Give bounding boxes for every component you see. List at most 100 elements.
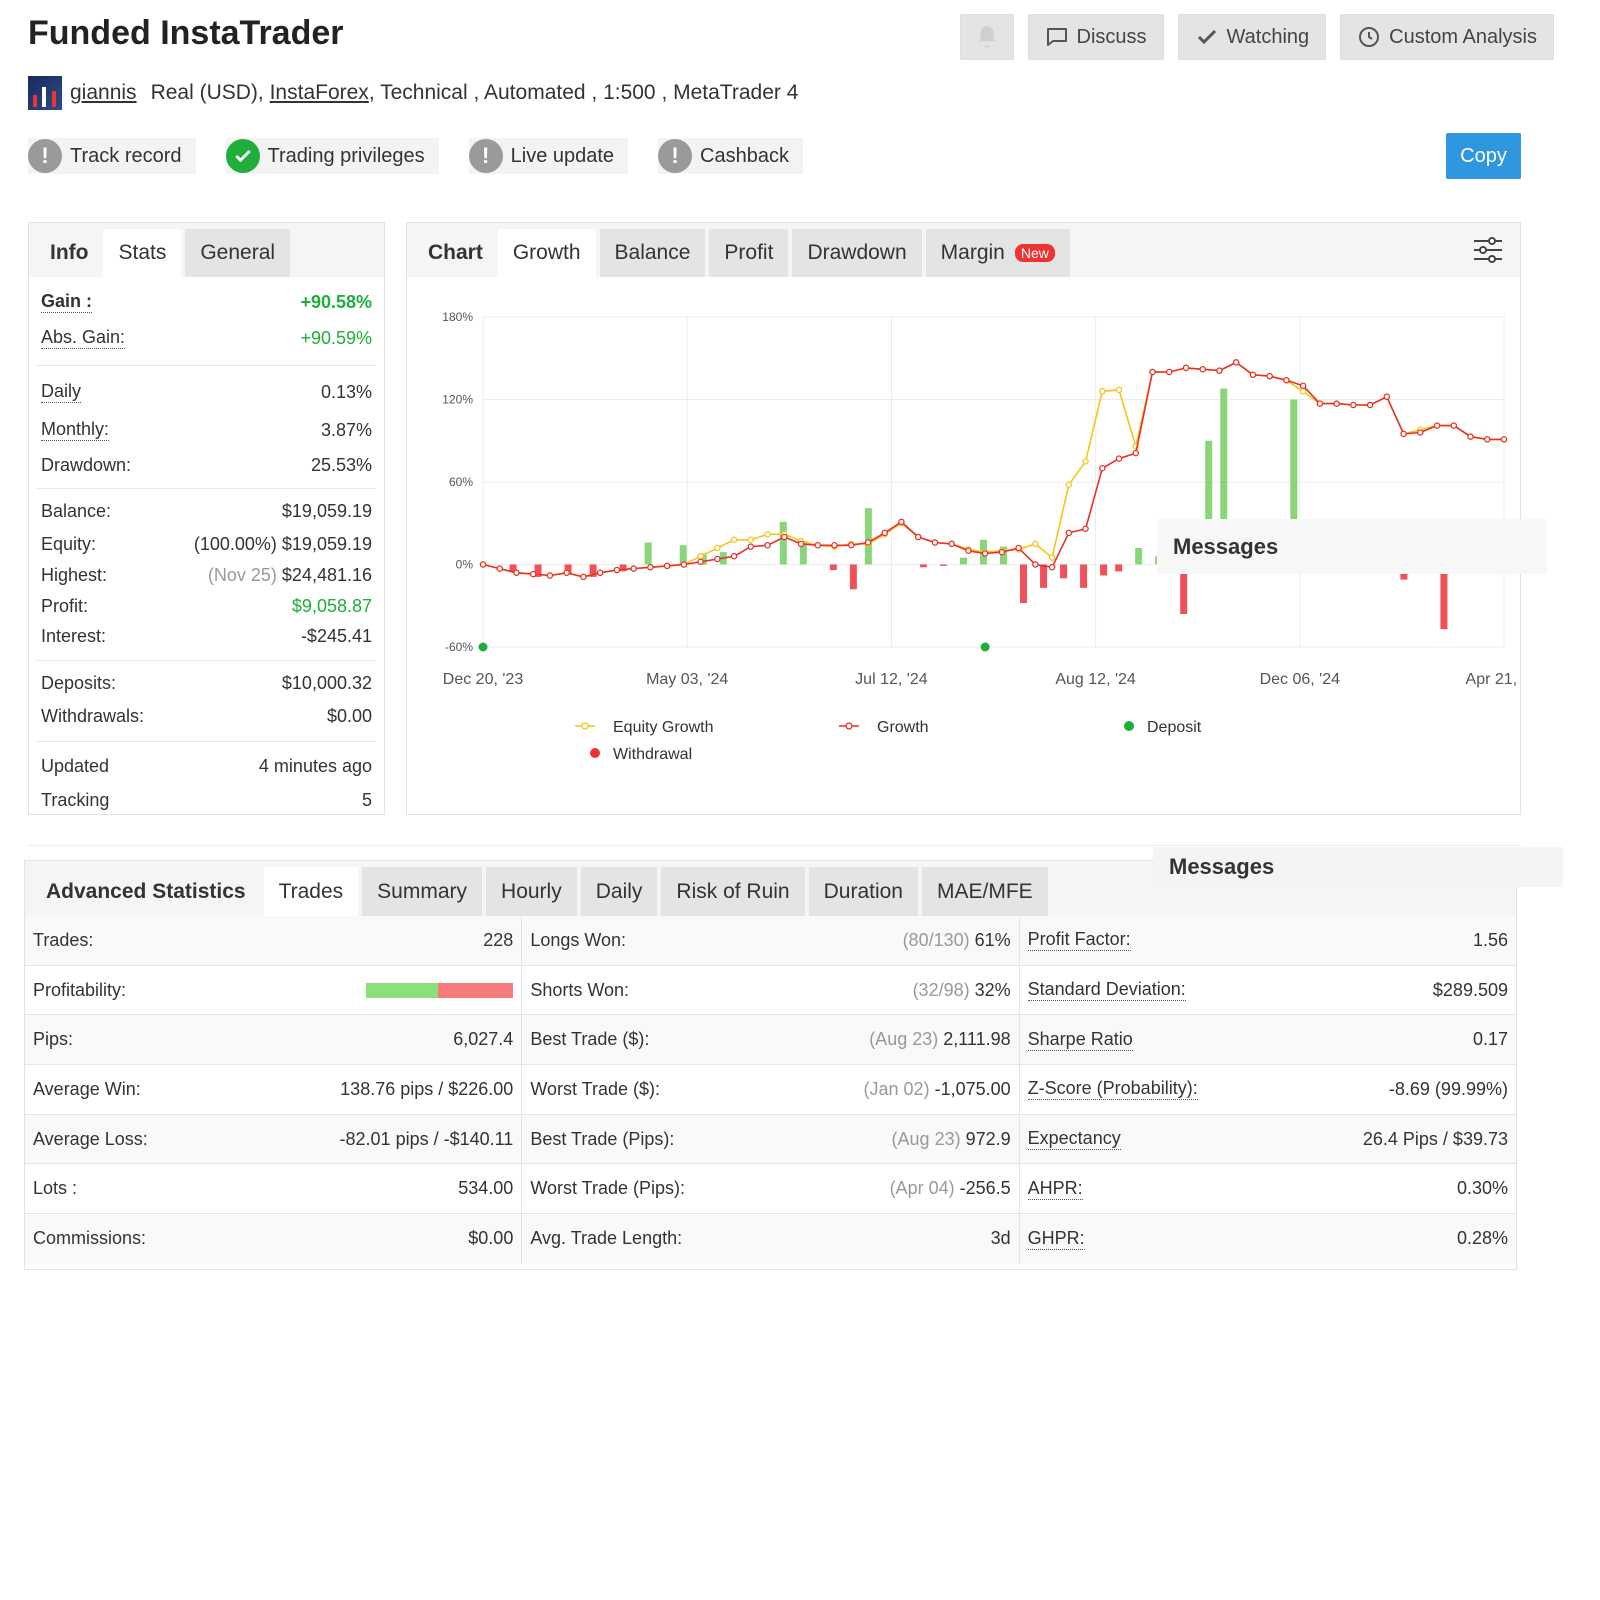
equity-growth-point (1032, 540, 1039, 548)
tab-daily[interactable]: Daily (580, 867, 658, 916)
tab-chart[interactable]: Chart (428, 241, 483, 264)
stat-label[interactable]: AHPR: (1027, 1177, 1083, 1200)
growth-point (914, 533, 922, 541)
stat-row: Average Loss: -82.01 pips / -$140.11 (25, 1114, 522, 1165)
balance-value: $19,059.19 (281, 500, 372, 521)
stat-value-group: -8.69 (99.99%) (1389, 1079, 1508, 1100)
loss-bar (1180, 564, 1188, 614)
tab-summary[interactable]: Summary (362, 867, 483, 916)
tab-hourly[interactable]: Hourly (486, 867, 577, 916)
stat-label[interactable]: Sharpe Ratio (1027, 1028, 1133, 1051)
notification-button[interactable] (959, 14, 1014, 60)
status-badges: ! Track record Trading privileges ! Live… (28, 138, 803, 174)
drawdown-label: Drawdown: (41, 454, 132, 475)
stat-label[interactable]: Expectancy (1027, 1128, 1121, 1151)
badge-track-record[interactable]: ! Track record (28, 138, 196, 174)
abs-gain-label[interactable]: Abs. Gain: (41, 327, 126, 349)
stat-value-group: 534.00 (458, 1178, 513, 1199)
stat-value-group: 0.17 (1473, 1029, 1508, 1050)
growth-point (1249, 371, 1257, 379)
stat-value-group: (32/98) 32% (913, 980, 1011, 1001)
tab-margin[interactable]: Margin New (925, 229, 1070, 277)
custom-analysis-button[interactable]: Custom Analysis (1340, 14, 1554, 60)
legend-swatch-dot (1124, 721, 1134, 731)
profit-bar (1135, 548, 1143, 565)
tab-drawdown[interactable]: Drawdown (792, 229, 922, 277)
account-line: giannis Real (USD), InstaForex , Technic… (28, 76, 798, 110)
daily-label[interactable]: Daily (41, 381, 82, 403)
loss-bar (939, 564, 947, 566)
stat-label[interactable]: GHPR: (1027, 1227, 1085, 1250)
profit-bar (1290, 399, 1298, 565)
growth-point (563, 569, 570, 576)
growth-point (864, 539, 872, 546)
stat-row: Worst Trade (Pips): (Apr 04) -256.5 (522, 1164, 1019, 1215)
growth-point (580, 573, 587, 581)
loss-bar (564, 564, 572, 575)
stat-meta: (Aug 23) (869, 1029, 939, 1050)
badge-live-update[interactable]: ! Live update (468, 138, 629, 174)
top-actions: Discuss Watching Custom Analysis (959, 14, 1554, 60)
stat-value: 32% (974, 979, 1011, 1000)
gain-label[interactable]: Gain : (41, 291, 93, 313)
advanced-statistics-panel: Advanced Statistics Trades Summary Hourl… (24, 847, 1563, 1270)
monthly-label[interactable]: Monthly: (41, 419, 110, 441)
badge-cashback[interactable]: ! Cashback (658, 138, 803, 174)
messages-popup-2[interactable]: Messages (1153, 847, 1563, 887)
stat-value-group: 138.76 pips / $226.00 (340, 1079, 513, 1100)
loss-bar (829, 564, 837, 570)
stat-meta: (80/130) (902, 929, 970, 950)
chart-panel: Chart Growth Balance Profit Drawdown Mar… (406, 222, 1547, 815)
tab-advanced-statistics[interactable]: Advanced Statistics (46, 879, 246, 903)
deposit-point (980, 642, 990, 652)
growth-point (1383, 393, 1391, 401)
messages-popup[interactable]: Messages (1157, 519, 1547, 574)
stat-label[interactable]: Standard Deviation: (1027, 979, 1186, 1002)
settings-sliders-icon[interactable] (1472, 235, 1504, 265)
stat-label[interactable]: Z-Score (Probability): (1027, 1078, 1198, 1101)
tab-growth[interactable]: Growth (497, 229, 596, 277)
badge-trading-privileges[interactable]: Trading privileges (225, 138, 439, 174)
updated-label: Updated (41, 755, 110, 776)
legend-swatch-dot (590, 748, 600, 758)
stat-row: Worst Trade ($): (Jan 02) -1,075.00 (522, 1065, 1019, 1115)
stat-label: Worst Trade (Pips): (530, 1178, 686, 1199)
equity-growth-point (730, 536, 738, 543)
deposit-point (478, 642, 488, 652)
equity-value: (100.00%) $19,059.19 (193, 534, 372, 554)
growth-point (496, 565, 503, 572)
equity-growth-point (1115, 386, 1123, 394)
tab-mae-mfe[interactable]: MAE/MFE (922, 867, 1048, 916)
check-icon (1197, 29, 1216, 45)
watching-button[interactable]: Watching (1177, 14, 1327, 60)
exclamation-icon: ! (468, 139, 503, 173)
tab-trades[interactable]: Trades (263, 867, 359, 916)
stat-label: Lots : (33, 1178, 78, 1199)
stat-value-group: 0.30% (1457, 1178, 1508, 1199)
discuss-button[interactable]: Discuss (1027, 14, 1164, 60)
tab-duration[interactable]: Duration (808, 867, 918, 916)
stat-label: Average Win: (33, 1078, 141, 1099)
account-type: Real (USD), (150, 81, 264, 104)
stat-row: Z-Score (Probability): -8.69 (99.99%) (1019, 1065, 1516, 1115)
tab-info[interactable]: Info (50, 241, 89, 264)
stat-label[interactable]: Profit Factor: (1027, 929, 1131, 952)
stat-value: 534.00 (458, 1178, 514, 1199)
copy-button[interactable]: Copy (1446, 133, 1521, 179)
stat-value-group: 1.56 (1473, 930, 1508, 951)
tab-risk-of-ruin[interactable]: Risk of Ruin (661, 867, 805, 916)
stat-value: -1,075.00 (934, 1078, 1011, 1099)
growth-point (1232, 359, 1240, 366)
tab-balance[interactable]: Balance (599, 229, 706, 277)
tab-stats[interactable]: Stats (103, 229, 182, 277)
tab-general[interactable]: General (185, 229, 291, 277)
profit-bar (679, 545, 687, 565)
growth-chart[interactable]: 180% 120% 60% 0% -60% Dec 20, '23 May 03, '24 J… (407, 277, 1520, 814)
growth-point (1115, 455, 1123, 462)
username-link[interactable]: giannis (70, 81, 137, 104)
broker-link[interactable]: InstaForex (269, 81, 369, 104)
growth-point (1082, 525, 1089, 532)
avatar[interactable] (28, 76, 62, 110)
growth-point (898, 518, 905, 526)
tab-profit[interactable]: Profit (709, 229, 789, 277)
